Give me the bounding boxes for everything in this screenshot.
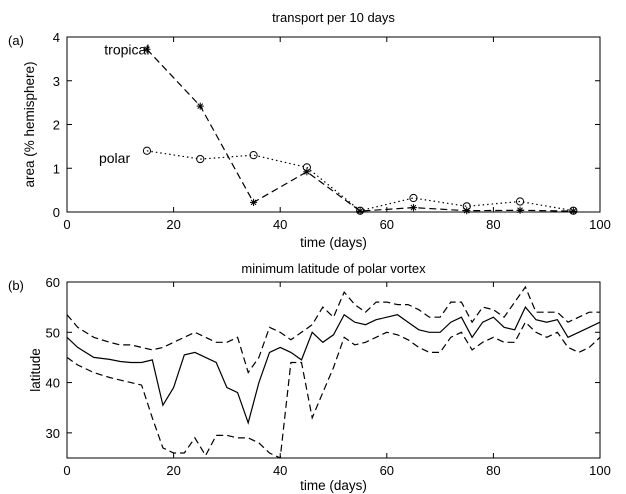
y-tick-label: 3 <box>53 74 60 89</box>
series-line-polar <box>146 150 574 212</box>
y-tick-label: 1 <box>53 161 60 176</box>
y-tick-label: 4 <box>53 30 60 45</box>
y-tick-label: 60 <box>46 275 60 290</box>
y-tick-label: 0 <box>53 205 60 220</box>
x-tick-label: 60 <box>380 217 394 232</box>
x-tick-label: 0 <box>63 217 70 232</box>
series-line-series-0 <box>67 305 600 425</box>
point-marker-circle <box>302 163 311 172</box>
series-line-tropical <box>146 48 574 212</box>
point-marker-asterisk <box>409 204 418 212</box>
point-marker-circle <box>515 197 525 206</box>
x-tick-label: 40 <box>273 217 287 232</box>
plot-area <box>146 48 574 212</box>
point-marker-circle <box>196 154 205 164</box>
point-marker-asterisk <box>516 206 524 214</box>
point-marker-circle <box>356 206 365 215</box>
point-marker-asterisk <box>249 198 258 206</box>
chart-title: minimum latitude of polar vortex <box>241 261 426 276</box>
point-marker-asterisk <box>143 45 151 53</box>
point-marker-circle <box>569 206 578 215</box>
point-marker-circle <box>462 202 471 211</box>
x-tick-label: 20 <box>166 463 180 478</box>
point-marker-asterisk <box>569 207 577 215</box>
x-tick-label: 40 <box>273 463 287 478</box>
point-marker-circle <box>249 151 258 160</box>
plot-area <box>67 285 600 458</box>
x-tick-label: 0 <box>63 463 70 478</box>
x-tick-label: 100 <box>589 463 611 478</box>
x-tick-label: 100 <box>589 217 611 232</box>
axes-box <box>66 281 601 459</box>
chart-panel-a: transport per 10 days (a) 0 20 40 60 80 100 0 1 2 3… <box>8 10 611 250</box>
y-tick-label: 40 <box>46 376 60 391</box>
point-marker-asterisk <box>303 168 311 176</box>
point-marker-circle <box>409 193 418 203</box>
chart-panel-b: minimum latitude of polar vortex (b) 0 20 40… <box>8 261 611 493</box>
y-tick-label: 30 <box>46 426 60 441</box>
axes-box <box>66 36 601 213</box>
panel-label: (a) <box>8 33 24 48</box>
annotation-polar: polar <box>99 150 130 166</box>
point-marker-asterisk <box>356 207 364 215</box>
annotation-tropical: tropical <box>104 41 149 57</box>
x-axis-label: time (days) <box>300 235 367 250</box>
chart-title: transport per 10 days <box>272 10 395 25</box>
x-axis-label: time (days) <box>300 478 367 493</box>
series-line-series-2 <box>67 321 600 458</box>
point-marker-asterisk <box>463 207 471 215</box>
y-axis-label: area (% hemisphere) <box>22 61 37 187</box>
y-tick-label: 50 <box>46 325 60 340</box>
x-tick-label: 80 <box>486 217 500 232</box>
x-tick-label: 20 <box>166 217 180 232</box>
series-line-series-1 <box>67 285 600 374</box>
y-axis-label: latitude <box>28 348 43 392</box>
x-tick-label: 80 <box>486 463 500 478</box>
x-tick-label: 60 <box>380 463 394 478</box>
panel-label: (b) <box>8 278 24 293</box>
point-marker-circle <box>142 146 152 155</box>
point-marker-asterisk <box>196 102 204 110</box>
y-tick-label: 2 <box>53 118 60 133</box>
